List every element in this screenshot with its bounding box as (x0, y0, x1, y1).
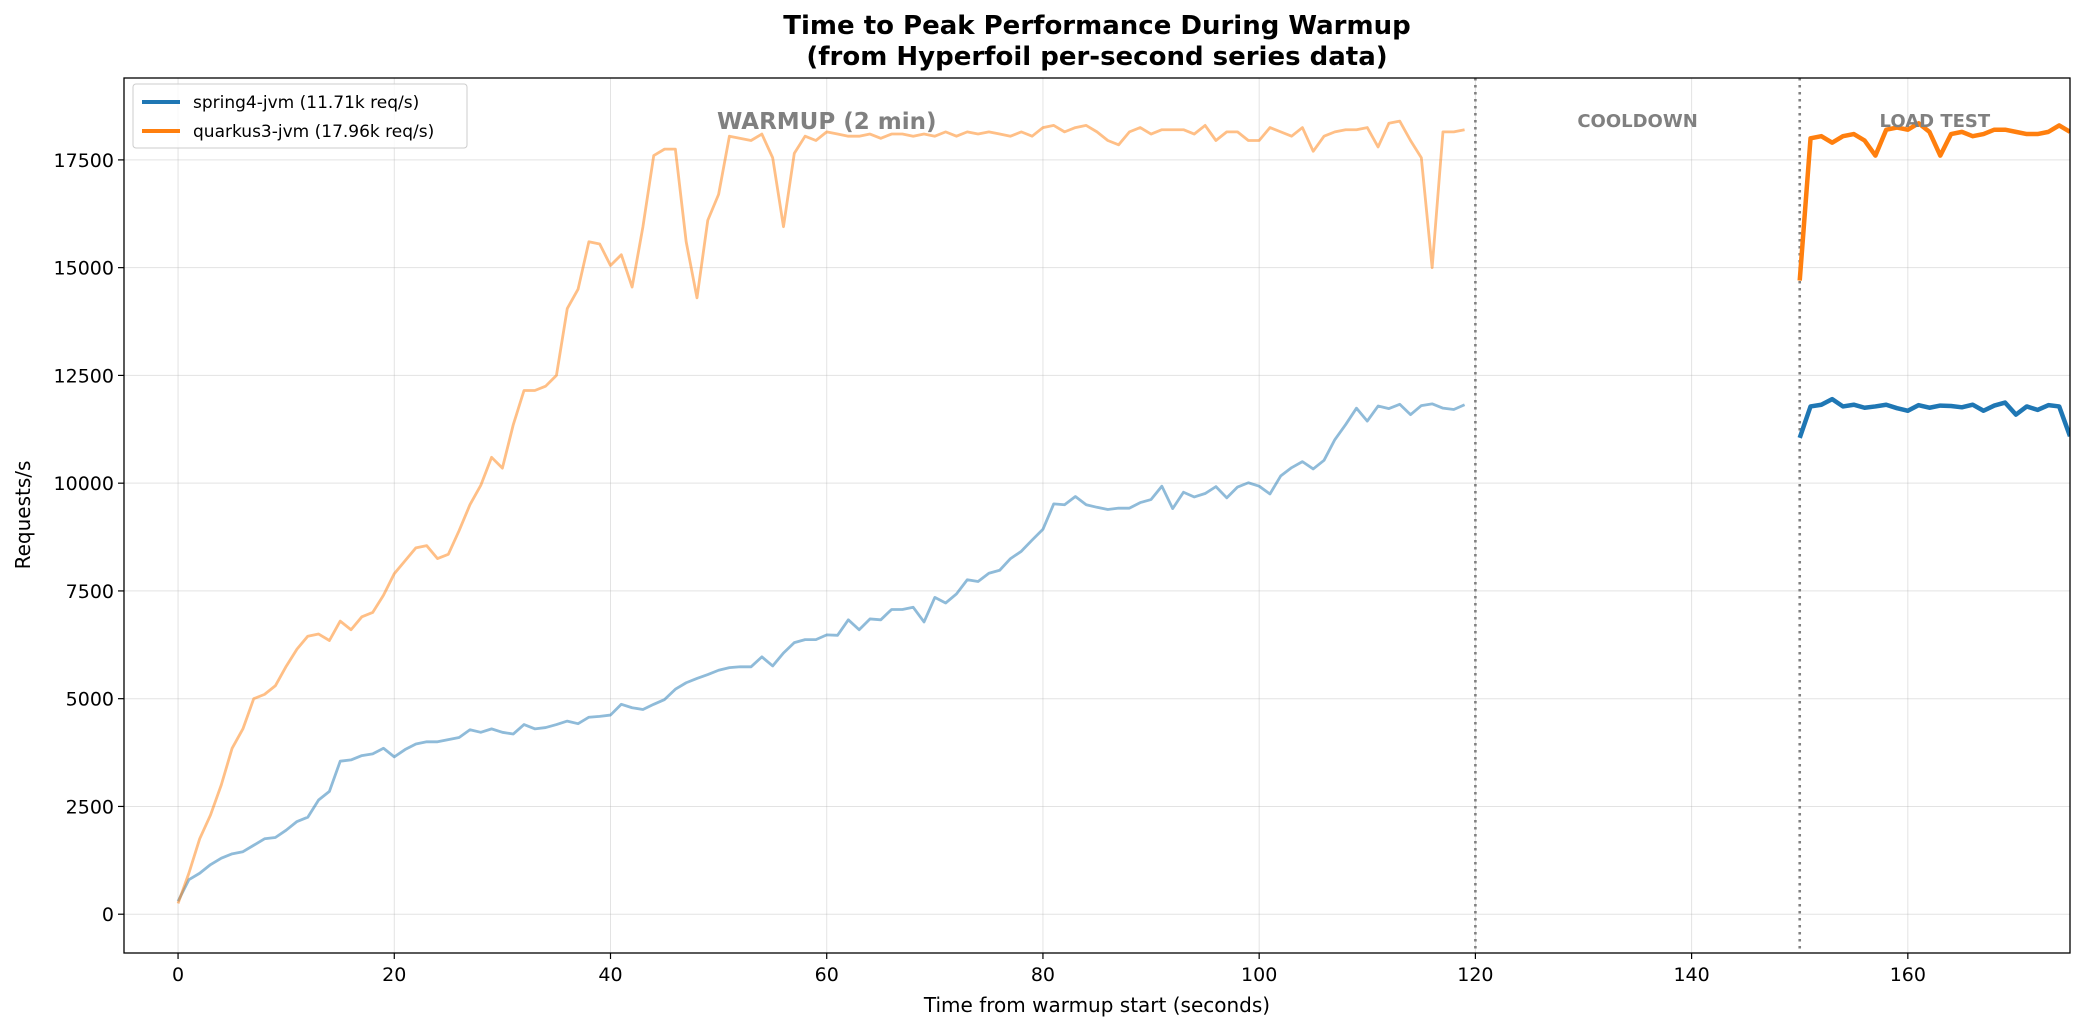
x-tick-label: 80 (1031, 964, 1055, 986)
x-tick-label: 20 (382, 964, 406, 986)
warmup-line-quarkus3-jvm (176, 119, 1465, 904)
phase-labels: WARMUP (2 min) COOLDOWN LOAD TEST (717, 109, 1991, 135)
phase-label: LOAD TEST (1880, 111, 1991, 132)
x-tick-label: 0 (172, 964, 184, 986)
chart-title: Time to Peak Performance During Warmup (783, 11, 1410, 41)
x-tick-label: 160 (1890, 964, 1926, 986)
x-tick-label: 120 (1457, 964, 1493, 986)
y-tick-label: 5000 (66, 689, 114, 711)
plot-frame (123, 77, 2071, 954)
x-tick-label: 60 (815, 964, 839, 986)
series-lines (176, 119, 2070, 904)
legend-box (132, 83, 468, 149)
phase-label: COOLDOWN (1577, 111, 1697, 132)
y-tick-label: 10000 (54, 473, 114, 495)
y-tick-label: 2500 (66, 796, 114, 818)
warmup-line-spring4-jvm (176, 402, 1466, 902)
y-tick-label: 7500 (66, 581, 114, 603)
y-axis-label: Requests/s (11, 461, 35, 570)
x-tick-label: 40 (598, 964, 622, 986)
load-test-line-spring4-jvm (1797, 396, 2070, 439)
axis-ticks: 0 20 40 60 80 100 120 140 160 0 2500 5000 7500 10000 1… (54, 150, 1926, 986)
grid (124, 78, 2070, 953)
x-tick-label: 140 (1673, 964, 1709, 986)
y-tick-label: 12500 (54, 365, 114, 387)
y-tick-label: 0 (102, 904, 114, 926)
legend-entry-spring4: spring4-jvm (11.71k req/s) (193, 93, 419, 113)
phase-label: WARMUP (2 min) (717, 109, 937, 135)
chart-subtitle: (from Hyperfoil per-second series data) (806, 42, 1387, 72)
load-test-line-quarkus3-jvm (1797, 121, 2070, 281)
legend-entry-quarkus3: quarkus3-jvm (17.96k req/s) (193, 122, 434, 142)
x-axis-label: Time from warmup start (seconds) (923, 993, 1270, 1017)
y-tick-label: 17500 (54, 150, 114, 172)
phase-dividers (1474, 78, 1802, 953)
legend: spring4-jvm (11.71k req/s) quarkus3-jvm … (132, 83, 468, 149)
x-tick-label: 100 (1241, 964, 1277, 986)
y-tick-label: 15000 (54, 258, 114, 280)
